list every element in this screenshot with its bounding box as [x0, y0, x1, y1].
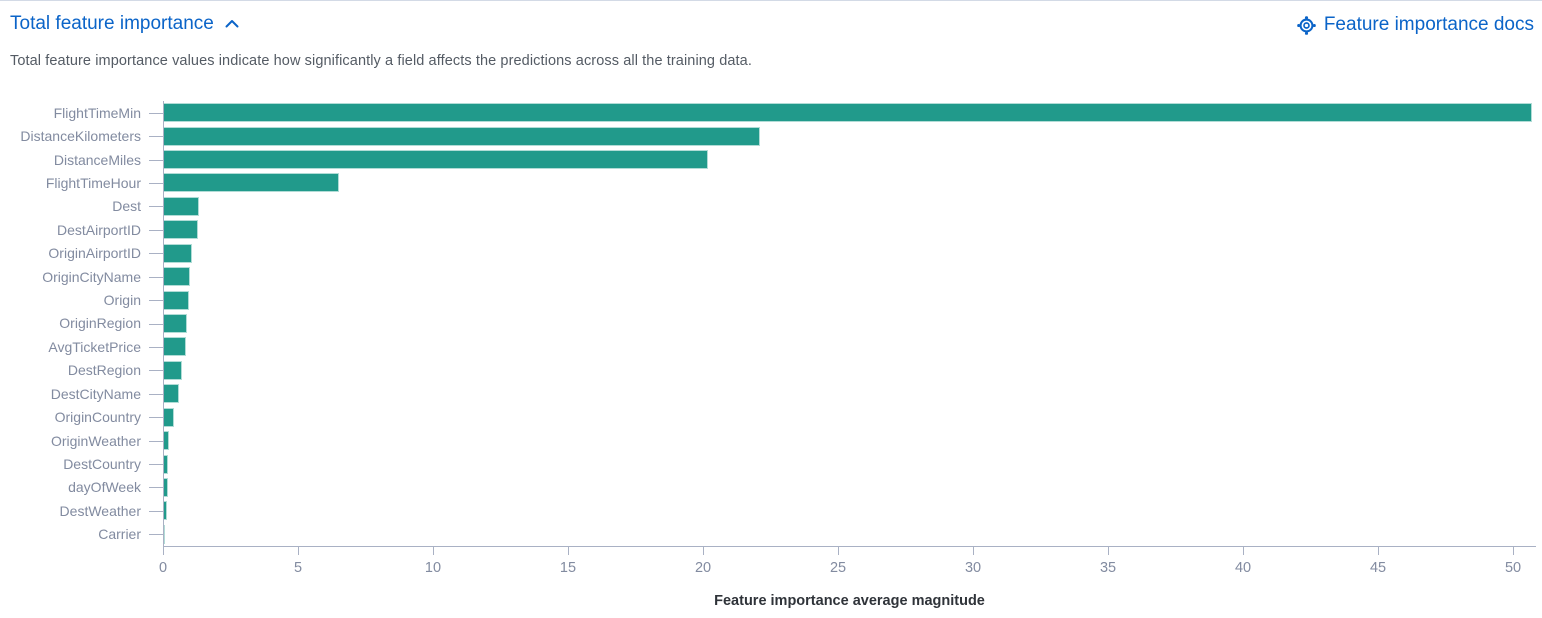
bar[interactable] — [163, 314, 188, 333]
y-axis-tick — [149, 136, 163, 138]
y-axis-label: Origin — [103, 292, 141, 309]
x-axis-tick — [703, 546, 705, 555]
x-axis-tick — [1513, 546, 1515, 555]
bar[interactable] — [163, 150, 709, 170]
x-axis-tick — [433, 546, 434, 555]
x-axis-line — [163, 546, 1536, 547]
y-axis-label: OriginRegion — [59, 315, 141, 332]
y-axis-tick — [149, 393, 163, 395]
feature-importance-docs-link[interactable]: Feature importance docs — [1297, 14, 1534, 36]
x-axis-tick-label: 5 — [293, 560, 303, 576]
y-axis-label: FlightTimeHour — [45, 174, 141, 191]
x-axis-tick — [1108, 546, 1110, 555]
bar[interactable] — [163, 103, 1532, 123]
x-axis-tick-label: 0 — [158, 560, 168, 576]
y-axis-tick — [149, 182, 163, 184]
docs-link-label: Feature importance docs — [1323, 14, 1534, 35]
y-axis-tick — [149, 253, 163, 255]
y-axis-tick — [149, 112, 163, 114]
y-axis-tick — [149, 276, 163, 278]
bar[interactable] — [163, 267, 190, 287]
x-axis-tick — [298, 546, 299, 555]
y-axis-tick — [149, 229, 163, 231]
bar[interactable] — [163, 360, 183, 380]
y-axis-tick — [149, 370, 163, 372]
y-axis-label: Carrier — [98, 526, 141, 543]
x-axis-tick-label: 40 — [1234, 560, 1252, 576]
y-axis-label: DistanceMiles — [53, 151, 141, 168]
section-description: Total feature importance values indicate… — [10, 53, 752, 69]
y-axis-tick — [149, 487, 163, 489]
y-axis-tick — [149, 206, 163, 208]
y-axis-tick — [149, 346, 163, 348]
y-axis-tick — [149, 464, 163, 466]
y-axis-label: DistanceKilometers — [20, 128, 141, 145]
x-axis-tick-label: 35 — [1099, 560, 1117, 576]
x-axis-tick — [163, 546, 164, 555]
bar[interactable] — [163, 126, 760, 146]
bar[interactable] — [163, 290, 189, 310]
y-axis-label: DestWeather — [59, 502, 141, 519]
x-axis-tick — [1243, 546, 1245, 555]
bar[interactable] — [163, 173, 339, 193]
y-axis-tick — [149, 323, 163, 325]
total-feature-importance-accordion-toggle[interactable]: Total feature importance — [10, 13, 240, 35]
y-axis-label: AvgTicketPrice — [48, 338, 141, 355]
chevron-up-icon — [224, 16, 240, 32]
x-axis-tick — [973, 546, 975, 555]
y-axis-tick — [149, 417, 163, 419]
y-axis-label: OriginCountry — [54, 409, 141, 426]
x-axis-tick-label: 10 — [424, 560, 442, 576]
x-axis-tick-label: 30 — [964, 560, 982, 576]
y-axis-tick — [149, 510, 163, 512]
y-axis-label: OriginWeather — [50, 432, 141, 449]
x-axis-title: Feature importance average magnitude — [714, 593, 985, 609]
x-axis-tick-label: 50 — [1504, 560, 1522, 576]
bar[interactable] — [163, 243, 192, 263]
x-axis-tick — [1378, 546, 1380, 555]
y-axis-label: OriginAirportID — [48, 245, 141, 262]
y-axis-tick — [149, 159, 163, 161]
y-axis-tick — [149, 300, 163, 302]
y-axis-label: DestRegion — [67, 362, 141, 379]
y-axis-line — [163, 101, 164, 546]
y-axis-label: DestCountry — [63, 456, 141, 473]
bar[interactable] — [163, 220, 199, 240]
x-axis-tick-label: 15 — [559, 560, 577, 576]
y-axis-label: DestAirportID — [56, 221, 141, 238]
bar[interactable] — [163, 407, 175, 427]
x-axis-tick — [838, 546, 840, 555]
x-axis-tick-label: 25 — [829, 560, 847, 576]
x-axis-tick-label: 20 — [694, 560, 712, 576]
x-axis-tick-label: 45 — [1369, 560, 1387, 576]
y-axis-label: dayOfWeek — [68, 479, 141, 496]
y-axis-label: FlightTimeMin — [53, 104, 141, 121]
x-axis-tick — [568, 546, 569, 555]
y-axis-label: Dest — [112, 198, 141, 215]
help-lifebuoy-icon — [1297, 15, 1316, 35]
y-axis-tick — [149, 534, 163, 536]
y-axis-label: OriginCityName — [42, 268, 141, 285]
bar[interactable] — [163, 337, 186, 357]
y-axis-label: DestCityName — [50, 385, 141, 402]
bar[interactable] — [163, 196, 200, 216]
section-title: Total feature importance — [10, 13, 214, 34]
bar[interactable] — [163, 384, 180, 404]
y-axis-tick — [149, 440, 163, 442]
